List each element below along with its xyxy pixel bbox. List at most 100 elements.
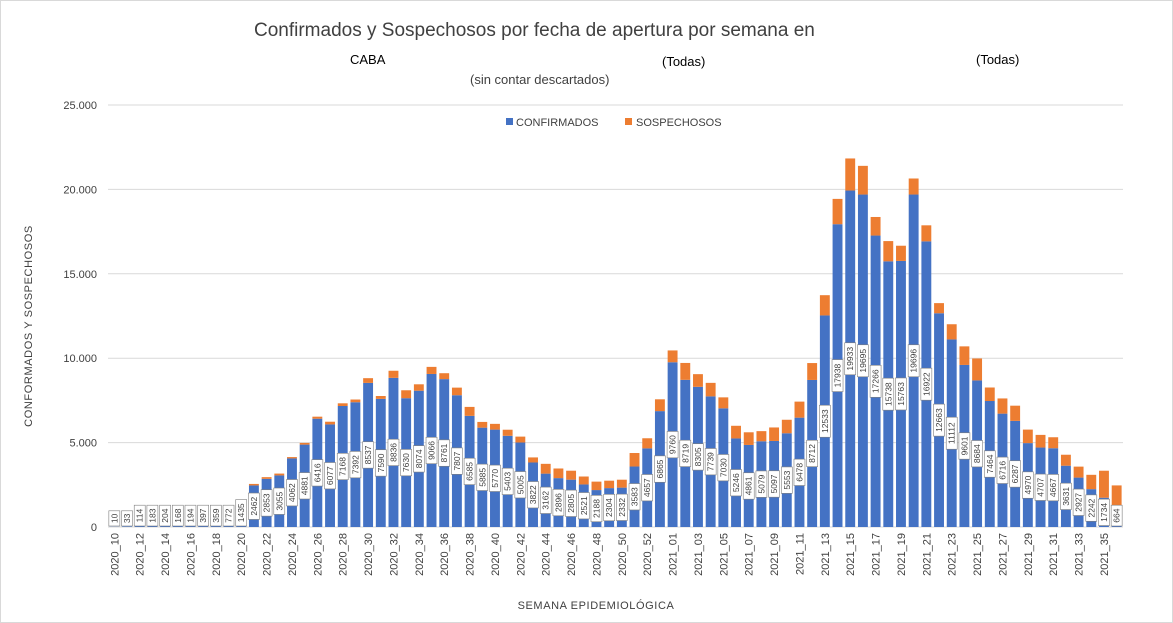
data-label: 12663	[933, 403, 945, 437]
data-label: 5885	[476, 463, 489, 491]
data-label-box	[1110, 504, 1123, 527]
data-label-text: 5079	[756, 474, 766, 493]
data-label: 1435	[235, 499, 248, 527]
x-tick-label: 2020_10	[109, 533, 121, 576]
data-label-text: 8684	[972, 444, 982, 463]
bar-sospechosos	[566, 470, 577, 480]
data-label-box	[730, 469, 742, 497]
data-label: 7590	[374, 449, 387, 477]
data-label-text: 15738	[883, 382, 893, 406]
data-label-text: 10	[109, 513, 119, 523]
data-label-text: 2927	[1074, 493, 1084, 512]
bar-sospechosos	[781, 419, 792, 434]
data-label-text: 4062	[287, 483, 297, 502]
x-tick-label: 2020_16	[185, 533, 197, 576]
x-tick-label: 2020_36	[439, 533, 451, 576]
data-label-text: 8836	[388, 443, 398, 462]
bar-sospechosos	[578, 476, 589, 485]
bar-sospechosos	[731, 425, 741, 439]
data-label: 8305	[692, 443, 704, 471]
data-label: 9760	[666, 431, 679, 459]
bar-sospechosos	[972, 358, 983, 381]
data-label: 17938	[831, 359, 844, 392]
data-label: 19695	[857, 344, 869, 378]
x-tick-label: 2020_46	[566, 533, 578, 576]
data-label-box	[831, 359, 844, 392]
x-tick-label: 2021_29	[1023, 533, 1035, 576]
x-tick-label: 2021_07	[744, 533, 756, 576]
x-tick-label: 2020_38	[465, 533, 477, 576]
data-label-box	[514, 471, 527, 499]
data-label-box	[197, 504, 209, 527]
data-label-box	[844, 342, 857, 376]
data-label-box	[933, 403, 945, 437]
bar-sospechosos	[756, 431, 767, 442]
data-label-text: 7590	[376, 453, 386, 472]
data-label-text: 6478	[794, 463, 804, 482]
bar-sospechosos	[896, 245, 906, 261]
bar-sospechosos	[934, 303, 944, 314]
data-label-box	[235, 499, 248, 527]
bar-sospechosos	[921, 225, 932, 242]
bar-sospechosos	[857, 165, 868, 195]
data-label-box	[755, 470, 768, 498]
data-label-box	[387, 438, 400, 466]
filter-value-2: (Todas)	[976, 52, 1020, 67]
data-label-text: 5005	[515, 475, 525, 494]
data-label-box	[565, 489, 577, 517]
x-tick-label: 2020_42	[515, 533, 527, 576]
data-label-box	[603, 494, 615, 522]
data-label: 4861	[742, 472, 755, 500]
data-label: 4970	[1022, 471, 1034, 499]
data-label-text: 2304	[604, 498, 614, 517]
bar-sospechosos	[401, 390, 412, 399]
data-label: 2332	[616, 493, 628, 521]
bar-sospechosos	[629, 453, 640, 467]
data-label-box	[171, 504, 184, 527]
x-tick-label: 2020_30	[363, 533, 375, 576]
data-label-box	[641, 474, 654, 502]
legend-label-sospechosos: SOSPECHOSOS	[636, 117, 722, 129]
bar-sospechosos	[528, 457, 538, 463]
bar-sospechosos	[1022, 429, 1033, 444]
bar-sospechosos	[299, 442, 310, 445]
data-label: 3583	[628, 483, 641, 511]
y-tick-label: 5.000	[69, 438, 97, 450]
data-label: 3162	[539, 486, 552, 514]
data-label: 2853	[260, 489, 273, 517]
data-label-text: 16922	[921, 372, 931, 396]
data-label-text: 9066	[427, 441, 437, 460]
bar-sospechosos	[769, 427, 780, 441]
data-label-text: 8305	[693, 447, 703, 466]
data-label-text: 8719	[680, 444, 690, 463]
data-label: 6287	[1009, 460, 1021, 488]
data-label-text: 772	[224, 508, 234, 522]
data-label-box	[780, 466, 793, 494]
data-label-box	[527, 481, 539, 509]
data-label-box	[1047, 474, 1060, 502]
x-tick-labels: 2020_10 2020_12 2020_14 2020_16 2020_18 2020_…	[109, 533, 1111, 576]
x-tick-label: 2020_48	[591, 533, 603, 576]
data-label: 2304	[603, 494, 615, 522]
data-label-text: 19695	[858, 349, 868, 373]
data-label-box	[806, 439, 818, 467]
x-tick-label: 2020_28	[338, 533, 350, 576]
bar-sospechosos	[502, 429, 513, 436]
bar-confirmados	[122, 526, 132, 527]
data-label-box	[857, 344, 869, 378]
bar-sospechosos	[1073, 466, 1084, 478]
data-label: 8719	[679, 439, 692, 467]
data-label-box	[996, 456, 1009, 484]
data-label-box	[717, 454, 730, 482]
bar-sospechosos	[312, 416, 323, 419]
data-label: 2896	[552, 489, 565, 517]
data-label-text: 15763	[896, 382, 906, 406]
data-label-text: 12533	[820, 409, 830, 433]
data-label-box	[666, 431, 679, 459]
bar-sospechosos	[426, 366, 437, 374]
data-label: 4062	[286, 479, 298, 507]
bar-sospechosos	[477, 421, 488, 428]
data-label-text: 5097	[769, 474, 779, 493]
data-label: 7464	[983, 450, 996, 478]
x-tick-label: 2021_13	[820, 533, 832, 576]
